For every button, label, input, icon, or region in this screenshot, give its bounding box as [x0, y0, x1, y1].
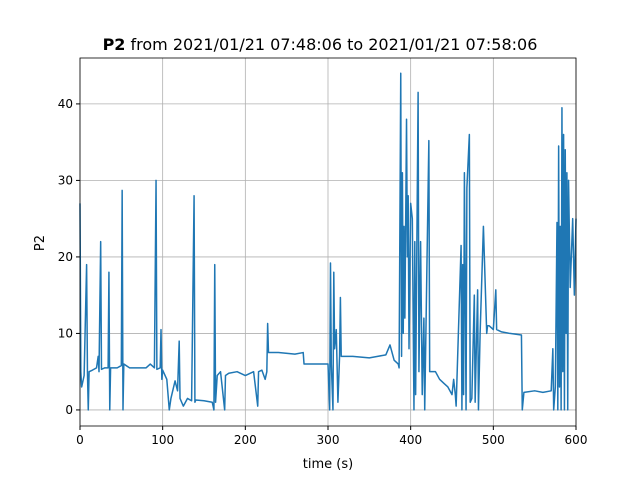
plot-frame — [79, 57, 577, 427]
y-tick-label: 10 — [58, 326, 73, 340]
y-tick-label: 20 — [58, 250, 73, 264]
x-tick-label: 400 — [399, 433, 422, 447]
x-tick-label: 100 — [151, 433, 174, 447]
x-tick-label: 200 — [234, 433, 257, 447]
x-tick-label: 600 — [565, 433, 588, 447]
x-tick-label: 500 — [482, 433, 505, 447]
x-tick-label: 0 — [76, 433, 84, 447]
x-axis-label: time (s) — [303, 457, 353, 472]
chart-title: P2 from 2021/01/21 07:48:06 to 2021/01/2… — [103, 35, 538, 54]
title-prefix: P2 — [103, 35, 126, 54]
y-axis-label: P2 — [33, 235, 48, 251]
y-tick-label: 0 — [65, 403, 73, 417]
y-tick-label: 30 — [58, 173, 73, 187]
x-tick-label: 300 — [317, 433, 340, 447]
data-line — [79, 72, 577, 411]
y-tick-label: 40 — [58, 97, 73, 111]
title-text: from 2021/01/21 07:48:06 to 2021/01/21 0… — [131, 35, 538, 54]
